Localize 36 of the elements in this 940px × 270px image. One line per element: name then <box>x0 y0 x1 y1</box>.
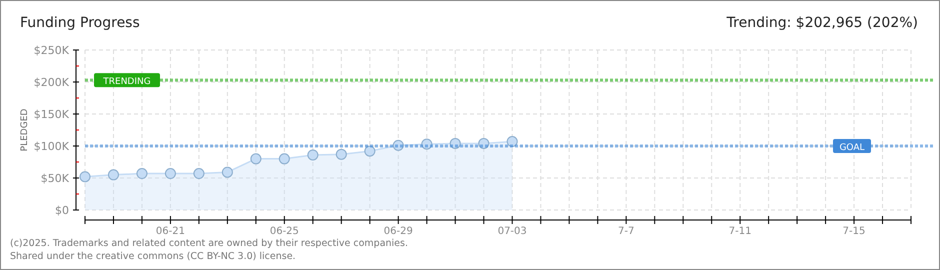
point <box>478 138 490 149</box>
point <box>336 148 347 160</box>
chart-subtitle: Trending: $202,965 (202%) <box>726 15 918 31</box>
y-tick-label: $250K <box>34 44 70 57</box>
y-tick-label: $50K <box>40 172 70 185</box>
y-tick-label: $150K <box>34 108 70 121</box>
point <box>80 171 90 182</box>
y-tick-label: $200K <box>34 76 70 89</box>
point <box>506 136 518 148</box>
text: (c)2025. Trademarks and related content are owned by their respective companies. <box>10 238 408 249</box>
text: Shared under the creative commons (CC BY-NC 3.0) license. <box>10 251 296 262</box>
point <box>450 138 461 149</box>
point <box>250 153 262 164</box>
point <box>392 140 404 151</box>
chart-title: Funding Progress <box>20 15 140 31</box>
x-tick-label: 06-21 <box>156 226 185 237</box>
point <box>222 166 233 178</box>
point <box>193 168 204 180</box>
y-axis-title: PLEDGED <box>20 108 30 152</box>
point <box>307 149 318 160</box>
x-tick-label: 7-15 <box>842 226 866 237</box>
point <box>278 153 290 164</box>
point <box>108 169 119 180</box>
y-tick-label: $100K <box>34 140 70 153</box>
point <box>364 146 376 157</box>
point <box>164 168 176 180</box>
y-tick-label: $0 <box>55 204 69 217</box>
x-tick-label: 7-11 <box>728 226 752 237</box>
ref-line-label: TRENDING <box>102 77 151 88</box>
point <box>421 138 432 150</box>
point <box>136 168 148 180</box>
x-tick-label: 07-03 <box>498 226 527 237</box>
x-tick-label: 06-25 <box>270 226 299 237</box>
ref-line-label: GOAL <box>839 143 865 153</box>
x-tick-label: 06-29 <box>384 226 413 237</box>
x-tick-label: 7-7 <box>618 226 634 237</box>
